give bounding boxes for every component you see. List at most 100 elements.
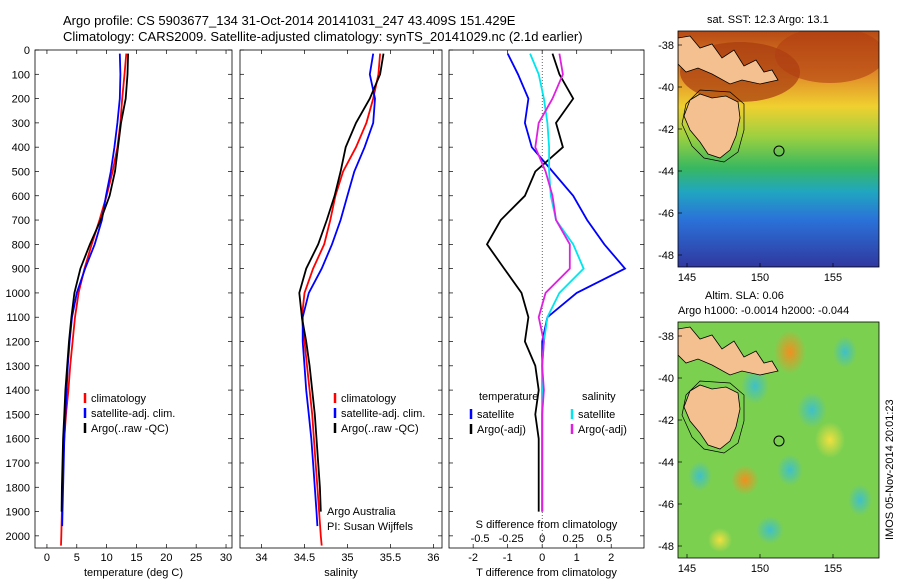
depth-tick-label: 100 <box>12 69 30 81</box>
map-lon-tick-label: 145 <box>678 272 696 284</box>
difference-panel: -2 -1 0 1 2 T difference from climatology -0.5… <box>448 49 645 579</box>
sst-map-frame <box>677 30 880 268</box>
sla-anomaly <box>688 461 712 491</box>
x-tick-label: 25 <box>190 552 202 564</box>
depth-tick-label: 1000 <box>6 288 30 300</box>
map-lat-tick-label: -42 <box>658 124 674 136</box>
top-axis-label: S difference from climatology <box>476 519 618 531</box>
sla-anomaly <box>777 454 803 486</box>
series-line <box>298 53 385 512</box>
x-tick-label: -2 <box>468 552 478 564</box>
x-tick-label: 5 <box>74 552 80 564</box>
series-line <box>61 53 122 527</box>
depth-tick-label: 1900 <box>6 507 30 519</box>
map-lat-tick-label: -46 <box>658 208 674 220</box>
tasmania-land <box>683 384 741 450</box>
map-lat-tick-label: -44 <box>658 457 674 469</box>
depth-tick-label: 1500 <box>6 409 30 421</box>
depth-tick-label: 1700 <box>6 458 30 470</box>
sla-anomaly <box>774 330 806 374</box>
depth-tick-label: 800 <box>12 239 30 251</box>
map-ticks: -38 -40 -42 -44 -46 -48 145 150 155 -38 -40 -42 -44 -… <box>658 40 842 575</box>
salinity-panel: 34 34.5 35 35.5 36 salinity climatology satelli… <box>239 49 443 579</box>
legend-entry: satellite <box>477 409 514 421</box>
sla-map <box>677 321 880 559</box>
float-marker-sst <box>773 145 785 157</box>
x-axis-label: T difference from climatology <box>476 567 617 579</box>
x-tick-label: 30 <box>220 552 232 564</box>
depth-tick-label: 1400 <box>6 385 30 397</box>
map-lat-tick-label: -46 <box>658 499 674 511</box>
sst-warm-core-east <box>775 31 879 83</box>
sla-anomaly <box>756 516 784 544</box>
x-tick-label: 36 <box>427 552 439 564</box>
legend-entry: climatology <box>91 393 147 405</box>
figure-title-line1: Argo profile: CS 5903677_134 31-Oct-2014… <box>63 13 516 28</box>
isobath-contour <box>681 380 745 454</box>
x-tick-label: 0 <box>44 552 50 564</box>
x-axis-label: salinity <box>324 567 358 579</box>
sla-anomaly <box>708 528 732 552</box>
sst-map <box>677 30 880 268</box>
x-tick-label: 2 <box>608 552 614 564</box>
depth-axis: 0 100 200 300 400 500 600 700 800 900 1000 1100 1200… <box>6 45 30 543</box>
depth-tick-label: 1100 <box>6 312 30 324</box>
top-x-tick-label: -0.5 <box>471 533 490 545</box>
map-lat-tick-label: -40 <box>658 82 674 94</box>
map-lat-tick-label: -40 <box>658 373 674 385</box>
series-line <box>506 53 627 512</box>
series-line <box>301 53 376 527</box>
depth-tick-label: 600 <box>12 191 30 203</box>
sla-map-frame <box>677 321 880 559</box>
map-lon-tick-label: 150 <box>751 272 769 284</box>
x-tick-label: 34 <box>255 552 267 564</box>
x-axis-label: temperature (deg C) <box>84 567 183 579</box>
depth-tick-label: 1600 <box>6 434 30 446</box>
legend-entry: Argo(-adj) <box>477 424 526 436</box>
mainland-coast <box>678 35 779 85</box>
sla-anomaly <box>731 465 759 495</box>
top-x-tick-label: -0.25 <box>499 533 524 545</box>
depth-tick-label: 1300 <box>6 361 30 373</box>
legend-entry: climatology <box>341 393 397 405</box>
depth-tick-label: 500 <box>12 166 30 178</box>
map-lon-tick-label: 150 <box>751 563 769 575</box>
isobath-contour <box>681 89 745 163</box>
sst-map-title: sat. SST: 12.3 Argo: 13.1 <box>707 14 829 26</box>
legend-header: salinity <box>582 391 616 403</box>
x-tick-label: 35 <box>341 552 353 564</box>
map-lat-tick-label: -38 <box>658 331 674 343</box>
depth-tick-label: 400 <box>12 142 30 154</box>
x-tick-label: -1 <box>503 552 513 564</box>
map-lon-tick-label: 155 <box>824 563 842 575</box>
legend-header: temperature <box>479 391 538 403</box>
sla-anomaly <box>848 484 872 516</box>
axes-frame <box>239 49 443 549</box>
top-x-tick-label: 0.25 <box>563 533 584 545</box>
depth-tick-label: 700 <box>12 215 30 227</box>
depth-tick-label: 900 <box>12 264 30 276</box>
figure-title-line2: Climatology: CARS2009. Satellite-adjuste… <box>63 29 583 44</box>
axes-frame <box>448 49 645 549</box>
legend-entry: satellite-adj. clim. <box>91 408 175 420</box>
temperature-panel: 0 5 10 15 20 25 30 temperature (deg C) climatolo… <box>34 49 233 579</box>
series-line <box>60 53 129 512</box>
depth-tick-label: 2000 <box>6 531 30 543</box>
top-x-tick-label: 0.5 <box>597 533 612 545</box>
map-lat-tick-label: -42 <box>658 415 674 427</box>
depth-tick-label: 1200 <box>6 337 30 349</box>
depth-tick-label: 1800 <box>6 482 30 494</box>
x-tick-label: 0 <box>539 552 545 564</box>
credit-line2: PI: Susan Wijffels <box>327 521 413 533</box>
depth-tick-label: 0 <box>24 45 30 57</box>
depth-tick-label: 200 <box>12 94 30 106</box>
sla-map-title-line1: Altim. SLA: 0.06 <box>705 290 784 302</box>
x-tick-label: 10 <box>101 552 113 564</box>
x-tick-label: 1 <box>574 552 580 564</box>
series-line <box>485 53 575 512</box>
x-tick-label: 34.5 <box>294 552 315 564</box>
axes-frame <box>34 49 233 549</box>
series-line <box>534 53 571 512</box>
legend-entry: satellite <box>578 409 615 421</box>
